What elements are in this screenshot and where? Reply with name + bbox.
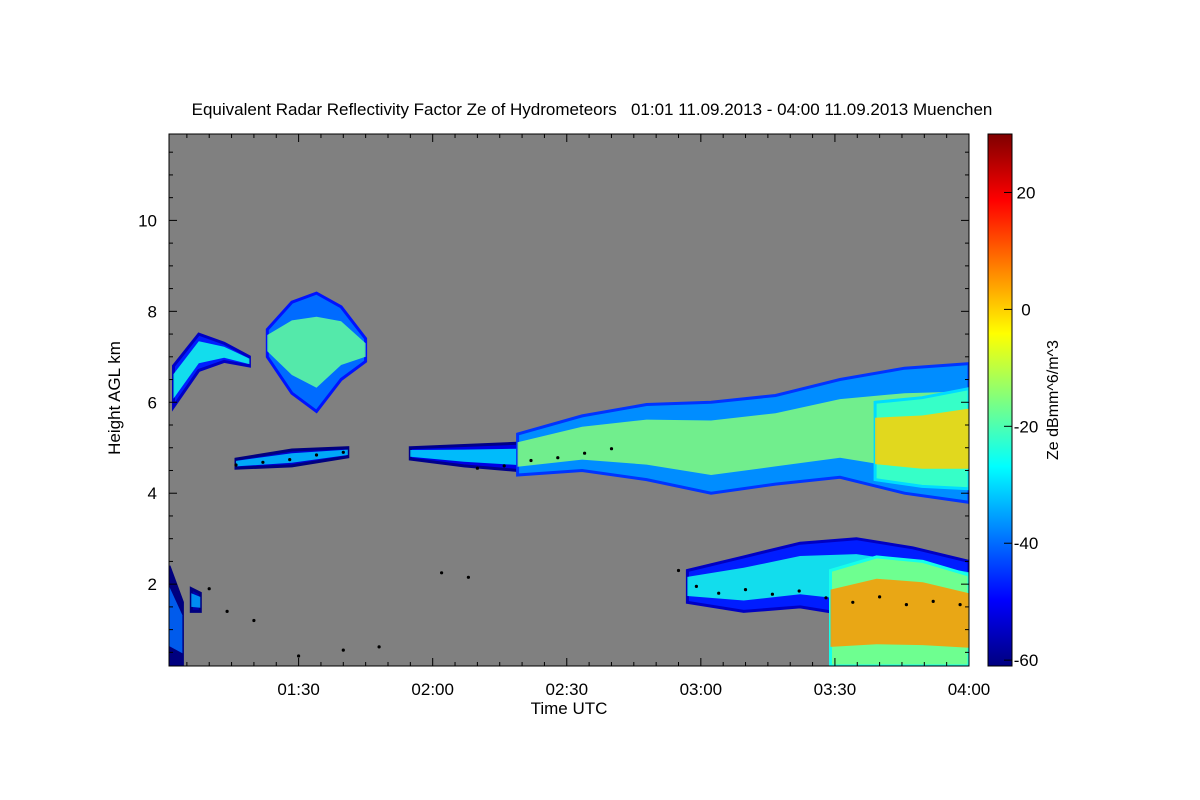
cloud-base-point [583, 451, 587, 455]
cloud-base-point [261, 460, 265, 464]
x-axis-label: Time UTC [531, 699, 608, 718]
cloud-base-point [851, 600, 855, 604]
cloud-base-point [529, 458, 533, 463]
cloud-base-point [314, 453, 319, 457]
colorbar-tick-label: 20 [1017, 183, 1036, 202]
cloud-base-point [958, 603, 962, 607]
cloud-base-point [341, 648, 345, 652]
y-tick-label: 6 [148, 393, 157, 412]
colorbar-tick-label: -40 [1014, 534, 1039, 553]
echo-precipitation-shafts [829, 555, 969, 666]
x-tick-label: 01:30 [277, 680, 320, 699]
x-axis: 01:30 02:00 02:30 03:00 03:30 04:00 [186, 134, 991, 699]
colorbar-tick-label: -60 [1014, 651, 1039, 670]
echo-surface-echo-left [169, 565, 184, 666]
cloud-base-point [207, 587, 211, 591]
cloud-base-point [341, 450, 345, 454]
cloud-base-point [297, 654, 301, 658]
y-tick-label: 4 [148, 484, 157, 503]
cloud-base-markers [207, 447, 962, 658]
cloud-base-point [904, 603, 909, 607]
cloud-base-point [475, 466, 479, 470]
cloud-base-point [466, 575, 470, 579]
cloud-base-point [225, 609, 229, 614]
y-axis-label: Height AGL km [105, 341, 124, 455]
y-tick-label: 10 [138, 211, 157, 230]
y-axis: 2 4 6 8 10 [138, 151, 969, 653]
x-tick-label: 03:00 [680, 680, 723, 699]
cloud-base-point [609, 447, 614, 451]
reflectivity-field [169, 291, 969, 666]
cloud-base-point [234, 463, 238, 467]
echo-upper-cirrus-cell [265, 291, 368, 414]
cloud-base-point [770, 592, 775, 596]
y-tick-label: 2 [148, 575, 157, 594]
cloud-base-point [440, 571, 444, 575]
echo-main-layer-core [873, 387, 969, 491]
cloud-base-point [288, 458, 292, 462]
colorbar-ticks: 20 0 -20 -40 -60 [1004, 183, 1038, 670]
cloud-base-point [931, 599, 935, 604]
x-tick-label: 02:30 [545, 680, 588, 699]
cloud-base-point [252, 618, 256, 623]
cloud-base-point [743, 588, 748, 592]
x-tick-label: 04:00 [948, 680, 991, 699]
plot-frame [168, 133, 970, 667]
cloud-base-point [502, 464, 506, 468]
y-tick-label: 8 [148, 302, 157, 321]
echo-upper-left-streak [172, 332, 251, 412]
echo-small-echo-left [189, 586, 202, 613]
cloud-base-point [824, 596, 828, 600]
cloud-base-point [797, 589, 801, 593]
echo-main-stratiform-layer [516, 362, 969, 504]
colorbar-label: Ze dBmm^6/m^3 [1045, 340, 1062, 460]
colorbar [987, 133, 1013, 667]
cloud-base-point [717, 591, 721, 595]
colorbar-tick-label: -20 [1014, 417, 1039, 436]
x-tick-label: 02:00 [411, 680, 454, 699]
cloud-base-point [556, 456, 560, 460]
cloud-base-point [377, 645, 381, 649]
x-tick-label: 03:30 [814, 680, 857, 699]
cloud-base-point [694, 584, 699, 589]
cloud-base-point [878, 595, 882, 599]
chart-title: Equivalent Radar Reflectivity Factor Ze … [192, 100, 993, 119]
cloud-base-point [676, 568, 681, 573]
colorbar-tick-label: 0 [1021, 300, 1030, 319]
